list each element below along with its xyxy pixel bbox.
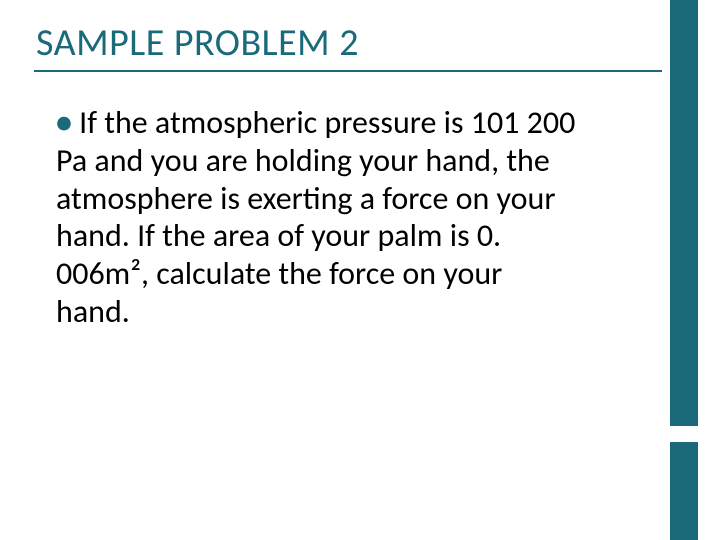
slide: SAMPLE PROBLEM 2 • If the atmospheric pr… — [0, 0, 720, 540]
body-text: • If the atmospheric pressure is 101 200… — [56, 104, 576, 331]
accent-bar-bottom — [670, 442, 698, 540]
accent-bar-top — [670, 0, 698, 426]
body-content: If the atmospheric pressure is 101 200 P… — [56, 103, 575, 331]
title-underline — [34, 70, 662, 72]
bullet-icon: • — [56, 103, 72, 142]
slide-title: SAMPLE PROBLEM 2 — [36, 20, 359, 66]
